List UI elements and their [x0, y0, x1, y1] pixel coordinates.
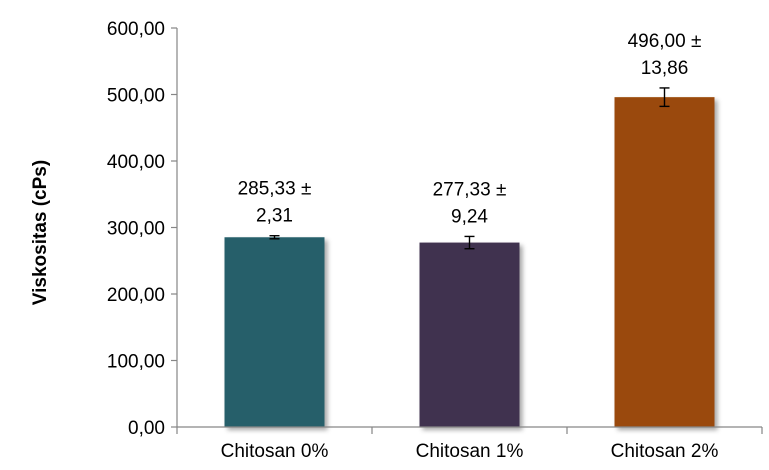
data-label: 2,31	[256, 206, 293, 227]
y-tick-label: 400,00	[107, 152, 165, 173]
bar	[224, 237, 325, 427]
x-axis-category-labels: Chitosan 0% Chitosan 1% Chitosan 2%	[221, 441, 719, 462]
x-category-label: Chitosan 2%	[611, 441, 719, 462]
data-label: 13,86	[641, 58, 689, 79]
data-label: 496,00 ±	[628, 31, 702, 52]
bars	[224, 97, 715, 427]
x-category-label: Chitosan 0%	[221, 441, 329, 462]
y-tick-label: 200,00	[107, 285, 165, 306]
y-axis-ticks: 0,00 100,00 200,00 300,00 400,00 500,00 600,00	[107, 19, 763, 439]
data-label: 277,33 ±	[433, 179, 507, 200]
error-bars	[269, 87, 670, 250]
data-label: 285,33 ±	[238, 179, 312, 200]
data-label: 9,24	[451, 206, 488, 227]
bar	[419, 242, 520, 427]
y-axis-title: Viskositas (cPs)	[30, 160, 51, 305]
x-category-label: Chitosan 1%	[416, 441, 524, 462]
bar	[614, 97, 715, 427]
y-tick-label: 600,00	[107, 19, 165, 40]
y-tick-label: 300,00	[107, 219, 165, 240]
y-tick-label: 100,00	[107, 352, 165, 373]
data-labels: 285,33 ± 2,31 277,33 ± 9,24 496,00 ± 13,86	[238, 31, 702, 227]
y-tick-label: 0,00	[128, 418, 165, 439]
y-tick-label: 500,00	[107, 86, 165, 107]
